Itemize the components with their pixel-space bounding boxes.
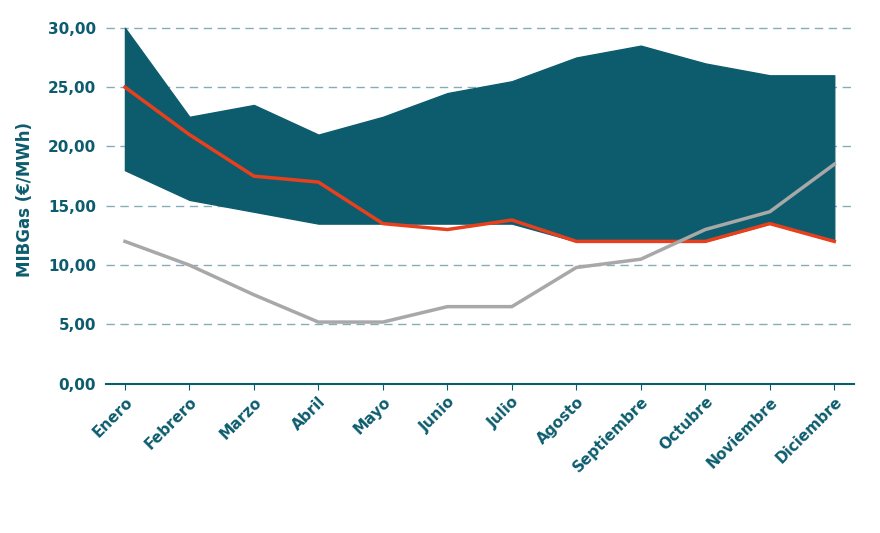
Y-axis label: MIBGas (€/MWh): MIBGas (€/MWh) xyxy=(16,123,33,277)
